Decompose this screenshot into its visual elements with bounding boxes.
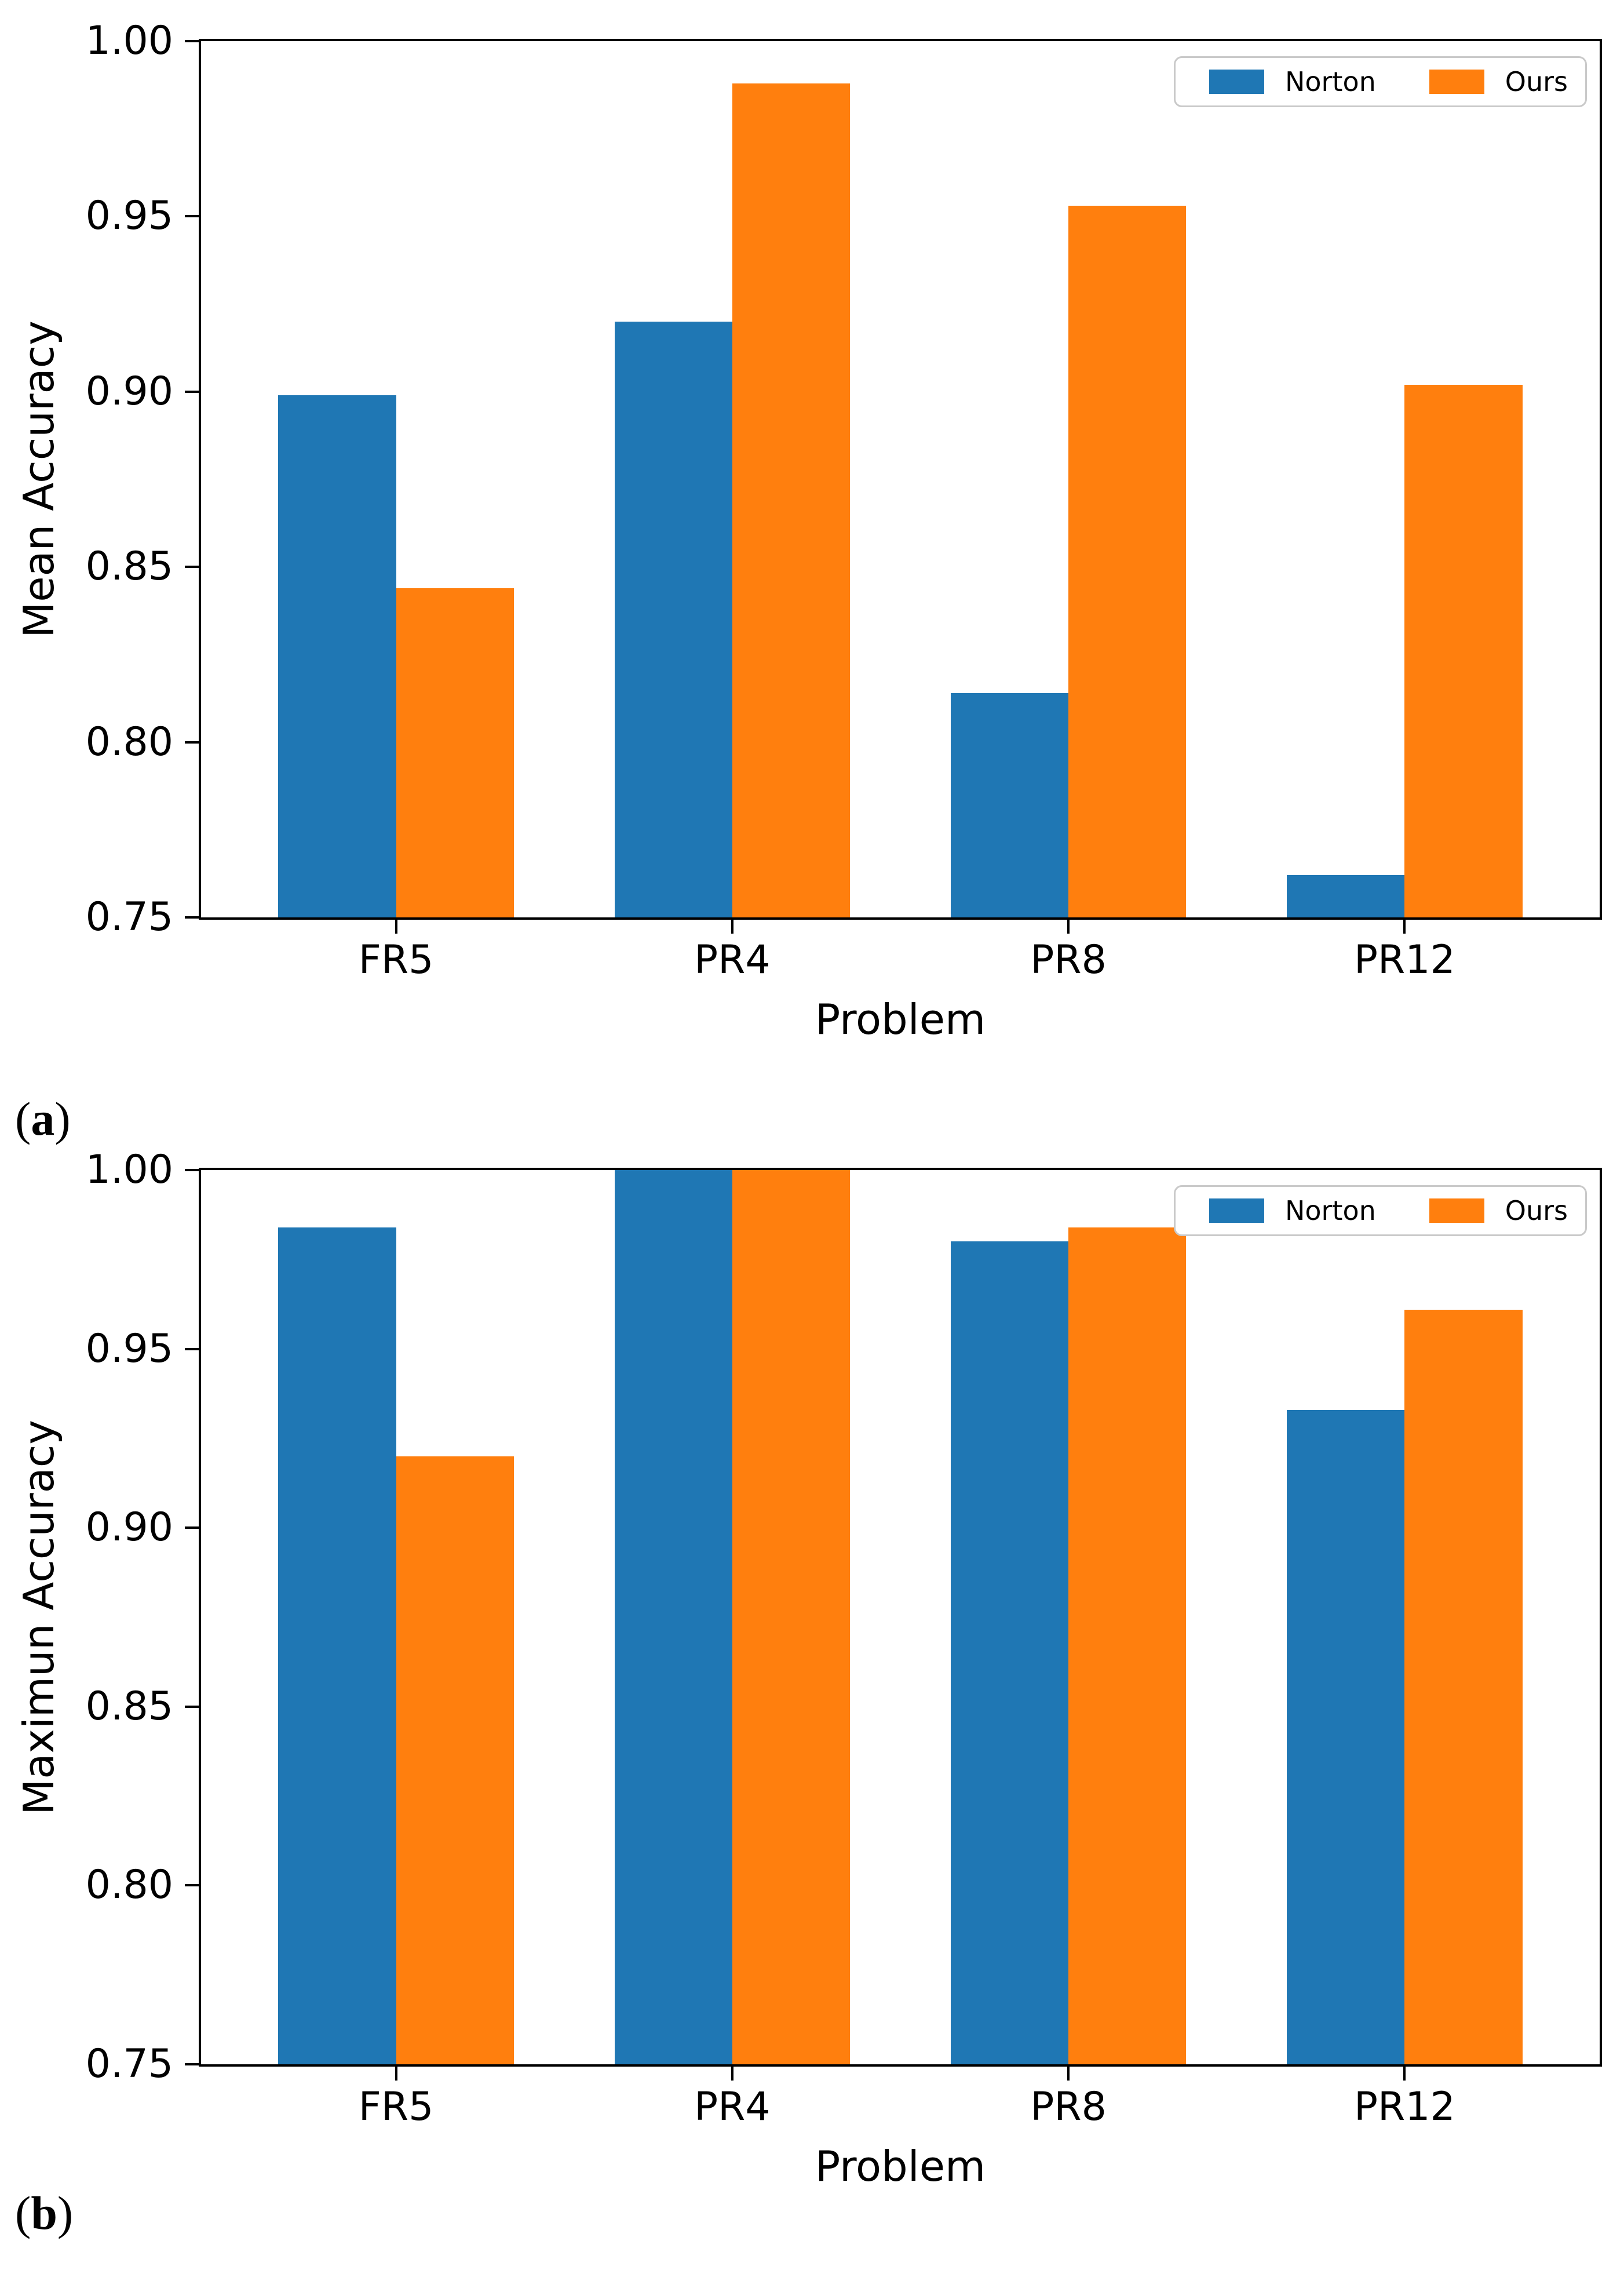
panel-tag-a: (a) bbox=[15, 1095, 71, 1143]
x-tick-label-fr5: FR5 bbox=[358, 937, 434, 983]
y-axis-label-box-a: Mean Accuracy bbox=[14, 41, 63, 917]
chart-panel-b-plot-area: Maximun Accuracy Problem Norton Ours 1.0… bbox=[14, 1150, 1602, 2187]
y-tick-label: 0.85 bbox=[85, 1683, 173, 1729]
x-tick-label-pr8: PR8 bbox=[1030, 937, 1107, 983]
y-tick-mark bbox=[185, 1884, 199, 1887]
y-tick-label: 0.90 bbox=[85, 1504, 173, 1551]
legend-a: Norton Ours bbox=[1173, 56, 1587, 107]
panel-tag-a-paren-close: ) bbox=[54, 1092, 71, 1145]
panel-tag-b: (b) bbox=[15, 2189, 73, 2237]
y-tick-label: 0.75 bbox=[85, 2041, 173, 2087]
ours-color-swatch-icon bbox=[1429, 1198, 1484, 1223]
bar-norton-pr8 bbox=[951, 1241, 1069, 2064]
bar-ours-pr8 bbox=[1068, 1227, 1187, 2064]
panel-tag-b-paren-close: ) bbox=[57, 2187, 74, 2239]
bar-norton-pr12 bbox=[1287, 1409, 1405, 2064]
panel-tag-a-letter: a bbox=[31, 1092, 55, 1145]
legend-label-ours: Ours bbox=[1505, 1195, 1568, 1226]
y-axis-label-box-b: Maximun Accuracy bbox=[14, 1170, 64, 2064]
legend-label-norton: Norton bbox=[1284, 1195, 1376, 1226]
legend-item-ours: Ours bbox=[1429, 1197, 1568, 1224]
y-axis-label-b: Maximun Accuracy bbox=[14, 1419, 64, 1815]
x-axis-label-b: Problem bbox=[815, 2142, 986, 2191]
x-tick-mark bbox=[731, 920, 733, 934]
y-tick-mark bbox=[185, 1347, 199, 1350]
legend-item-norton: Norton bbox=[1209, 1197, 1376, 1224]
y-tick-label: 0.85 bbox=[85, 544, 173, 590]
y-tick-mark bbox=[185, 741, 199, 744]
panel-tag-b-paren-open: ( bbox=[15, 2187, 31, 2239]
x-tick-mark bbox=[1403, 920, 1406, 934]
y-tick-label: 0.90 bbox=[85, 368, 173, 414]
y-tick-mark bbox=[185, 916, 199, 919]
x-tick-mark bbox=[1067, 920, 1070, 934]
bar-ours-pr8 bbox=[1068, 206, 1187, 917]
y-tick-mark bbox=[185, 1526, 199, 1529]
y-tick-label: 0.95 bbox=[85, 193, 173, 239]
panel-tag-b-letter: b bbox=[31, 2187, 57, 2239]
chart-panel-a-plot-area: Mean Accuracy Problem Norton Ours 1.00 0.… bbox=[14, 21, 1602, 1040]
legend-b: Norton Ours bbox=[1173, 1185, 1587, 1236]
x-tick-label-pr4: PR4 bbox=[694, 2084, 771, 2130]
y-tick-mark bbox=[185, 2063, 199, 2065]
x-tick-mark bbox=[395, 2067, 397, 2081]
x-tick-mark bbox=[1403, 2067, 1406, 2081]
bar-ours-fr5 bbox=[396, 1456, 514, 2064]
bar-norton-pr4 bbox=[614, 1170, 732, 2064]
x-tick-label-pr8: PR8 bbox=[1030, 2084, 1107, 2130]
legend-item-norton: Norton bbox=[1209, 68, 1376, 95]
bar-ours-pr4 bbox=[732, 83, 850, 917]
bar-norton-pr4 bbox=[614, 321, 732, 917]
y-tick-mark bbox=[185, 40, 199, 42]
y-tick-mark bbox=[185, 566, 199, 569]
bar-ours-pr12 bbox=[1404, 1309, 1523, 2064]
y-tick-label: 1.00 bbox=[85, 1147, 173, 1193]
panel-tag-a-paren-open: ( bbox=[15, 1092, 31, 1145]
bar-ours-fr5 bbox=[396, 588, 514, 917]
norton-color-swatch-icon bbox=[1209, 1198, 1264, 1223]
y-tick-mark bbox=[185, 1705, 199, 1708]
bar-norton-fr5 bbox=[278, 1227, 396, 2064]
bar-norton-fr5 bbox=[278, 395, 396, 917]
bar-ours-pr4 bbox=[732, 1170, 850, 2064]
y-tick-mark bbox=[185, 1169, 199, 1171]
norton-color-swatch-icon bbox=[1209, 70, 1264, 94]
x-tick-label-pr12: PR12 bbox=[1354, 937, 1455, 983]
y-tick-label: 0.80 bbox=[85, 1862, 173, 1908]
legend-item-ours: Ours bbox=[1429, 68, 1568, 95]
y-tick-label: 1.00 bbox=[85, 18, 173, 64]
legend-label-ours: Ours bbox=[1505, 66, 1568, 97]
y-tick-label: 0.95 bbox=[85, 1325, 173, 1372]
y-tick-label: 0.80 bbox=[85, 719, 173, 765]
x-axis-label-a: Problem bbox=[815, 995, 986, 1044]
y-tick-mark bbox=[185, 215, 199, 218]
x-tick-mark bbox=[1067, 2067, 1070, 2081]
x-tick-label-fr5: FR5 bbox=[358, 2084, 434, 2130]
x-tick-label-pr4: PR4 bbox=[694, 937, 771, 983]
y-tick-label: 0.75 bbox=[85, 894, 173, 940]
legend-label-norton: Norton bbox=[1284, 66, 1376, 97]
y-tick-mark bbox=[185, 390, 199, 393]
ours-color-swatch-icon bbox=[1429, 70, 1484, 94]
bar-norton-pr12 bbox=[1287, 875, 1405, 917]
x-tick-mark bbox=[731, 2067, 733, 2081]
bar-norton-pr8 bbox=[951, 693, 1069, 917]
x-tick-label-pr12: PR12 bbox=[1354, 2084, 1455, 2130]
y-axis-label-a: Mean Accuracy bbox=[14, 320, 63, 638]
bar-ours-pr12 bbox=[1404, 384, 1523, 917]
x-tick-mark bbox=[395, 920, 397, 934]
